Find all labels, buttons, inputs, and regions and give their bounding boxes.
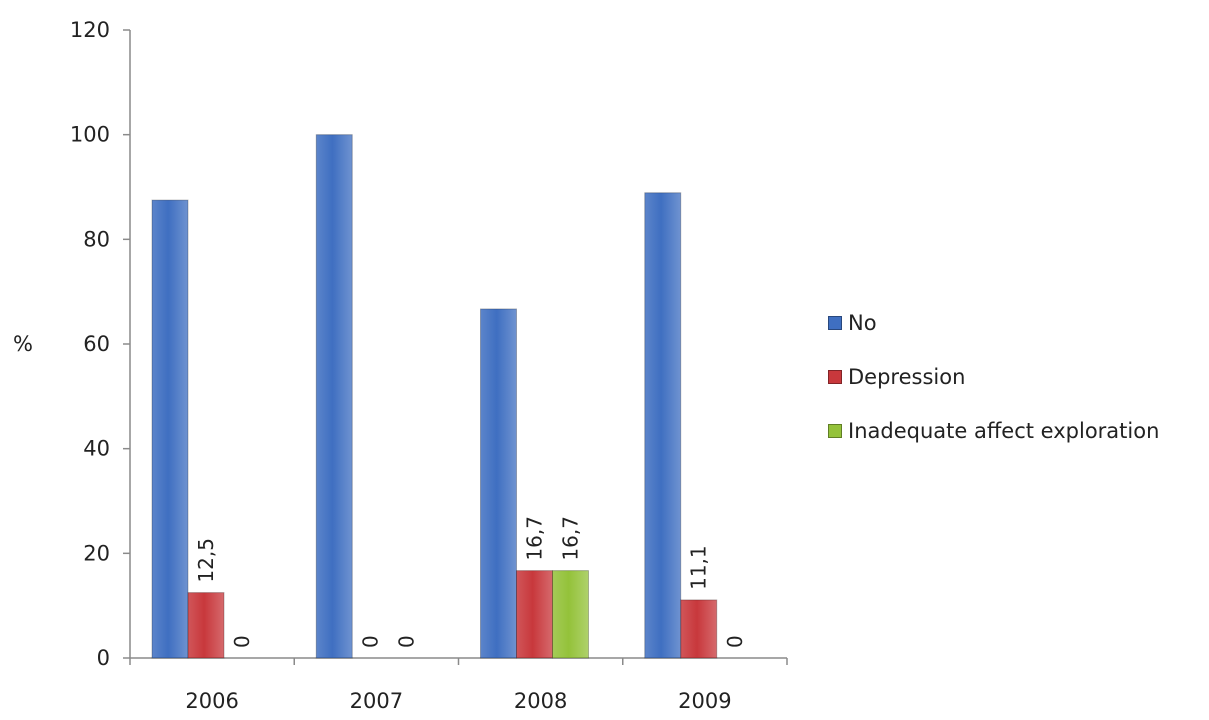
bar-no-2006 (151, 199, 189, 659)
axes: 0 20 40 60 80 100 120% 2006 2007 2008 2009 (13, 18, 788, 713)
legend-item-inadequate-affect-exploration: Inadequate affect exploration (828, 414, 1159, 448)
data-label-depression-2008: 16,7 (523, 516, 547, 561)
legend-label-depression: Depression (848, 365, 966, 389)
data-label-depression-2007: 0 (358, 635, 382, 648)
legend-item-no: No (828, 306, 1159, 340)
legend-swatch-no (828, 316, 842, 330)
y-tick-label-0: 0 (97, 646, 110, 670)
bar-no-2008 (480, 308, 517, 659)
bar-depression-2008 (516, 570, 553, 659)
y-tick-label-120: 120 (70, 18, 110, 42)
legend-label-no: No (848, 311, 877, 335)
x-tick-label-2007: 2007 (350, 689, 403, 713)
y-tick-label-80: 80 (83, 227, 110, 251)
bar-no-2007 (315, 134, 353, 659)
legend-swatch-depression (828, 370, 842, 384)
legend-swatch-inadequate-affect-exploration (828, 424, 842, 438)
data-label-inadequate-affect-exploration-2009: 0 (723, 635, 747, 648)
legend-item-depression: Depression (828, 360, 1159, 394)
data-label-inadequate-affect-exploration-2008: 16,7 (559, 516, 583, 561)
data-label-inadequate-affect-exploration-2007: 0 (394, 635, 418, 648)
data-label-inadequate-affect-exploration-2006: 0 (230, 635, 254, 648)
legend: No Depression Inadequate affect explorat… (828, 306, 1159, 468)
x-tick-label-2006: 2006 (185, 689, 238, 713)
legend-label-inadequate-affect-exploration: Inadequate affect exploration (848, 419, 1160, 443)
bar-depression-2009 (680, 599, 718, 659)
x-tick-label-2008: 2008 (514, 689, 567, 713)
data-label-depression-2006: 12,5 (194, 538, 218, 583)
y-tick-label-60: 60 (83, 332, 110, 356)
y-axis-title: % (13, 332, 33, 356)
data-labels: 12,50 016,7 16,711,100 (194, 516, 747, 648)
x-tick-label-2009: 2009 (678, 689, 731, 713)
bar-inadequate-affect-exploration-2008 (552, 570, 589, 659)
bar-depression-2006 (187, 592, 225, 659)
bar-no-2009 (644, 192, 682, 659)
y-tick-label-20: 20 (83, 541, 110, 565)
bars (151, 134, 718, 659)
data-label-depression-2009: 11,1 (687, 545, 711, 590)
y-tick-label-40: 40 (83, 437, 110, 461)
y-tick-label-100: 100 (70, 123, 110, 147)
